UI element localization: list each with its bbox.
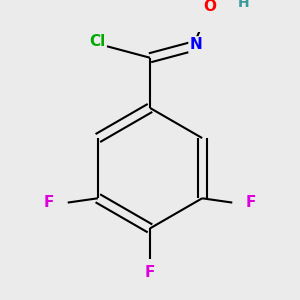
Text: F: F xyxy=(44,195,54,210)
Text: F: F xyxy=(145,265,155,280)
Text: H: H xyxy=(237,0,249,10)
Text: O: O xyxy=(204,0,217,14)
Text: Cl: Cl xyxy=(89,34,105,50)
Text: F: F xyxy=(246,195,256,210)
Text: N: N xyxy=(190,37,202,52)
